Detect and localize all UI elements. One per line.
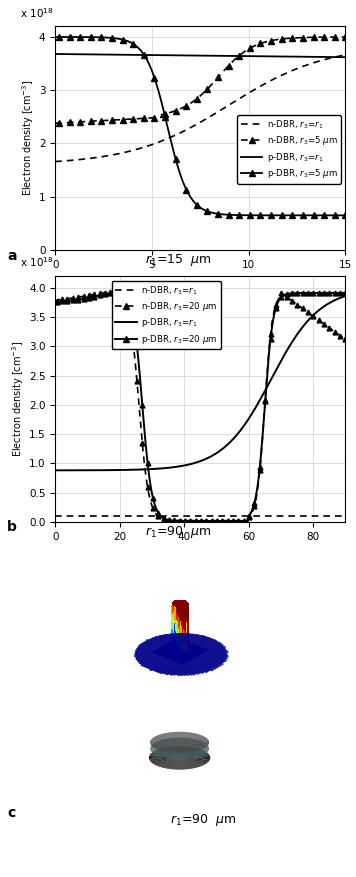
Text: b: b <box>7 519 17 533</box>
Y-axis label: Electron density [cm$^{-3}$]: Electron density [cm$^{-3}$] <box>10 341 26 457</box>
Text: $r_1$=15  $\mu$m: $r_1$=15 $\mu$m <box>145 252 211 268</box>
Text: c: c <box>7 806 15 820</box>
X-axis label: r [$\mu$m]: r [$\mu$m] <box>182 547 218 561</box>
Legend: n-DBR, $r_3$=$r_1$, n-DBR, $r_3$=5 $\mu$m, p-DBR, $r_3$=$r_1$, p-DBR, $r_3$=5 $\: n-DBR, $r_3$=$r_1$, n-DBR, $r_3$=5 $\mu$… <box>237 115 341 183</box>
Legend: n-DBR, $r_3$=$r_1$, n-DBR, $r_3$=20 $\mu$m, p-DBR, $r_3$=$r_1$, p-DBR, $r_3$=20 : n-DBR, $r_3$=$r_1$, n-DBR, $r_3$=20 $\mu… <box>112 281 221 349</box>
Text: x 10$^{18}$: x 10$^{18}$ <box>20 255 54 269</box>
Text: $r_1$=90  $\mu$m: $r_1$=90 $\mu$m <box>145 524 211 540</box>
Y-axis label: Electron density [cm$^{-3}$]: Electron density [cm$^{-3}$] <box>20 80 36 196</box>
Text: $r_1$=90  $\mu$m: $r_1$=90 $\mu$m <box>170 811 236 828</box>
X-axis label: r [$\mu$m]: r [$\mu$m] <box>182 275 218 289</box>
Text: a: a <box>7 249 17 263</box>
Text: x 10$^{18}$: x 10$^{18}$ <box>20 6 54 19</box>
